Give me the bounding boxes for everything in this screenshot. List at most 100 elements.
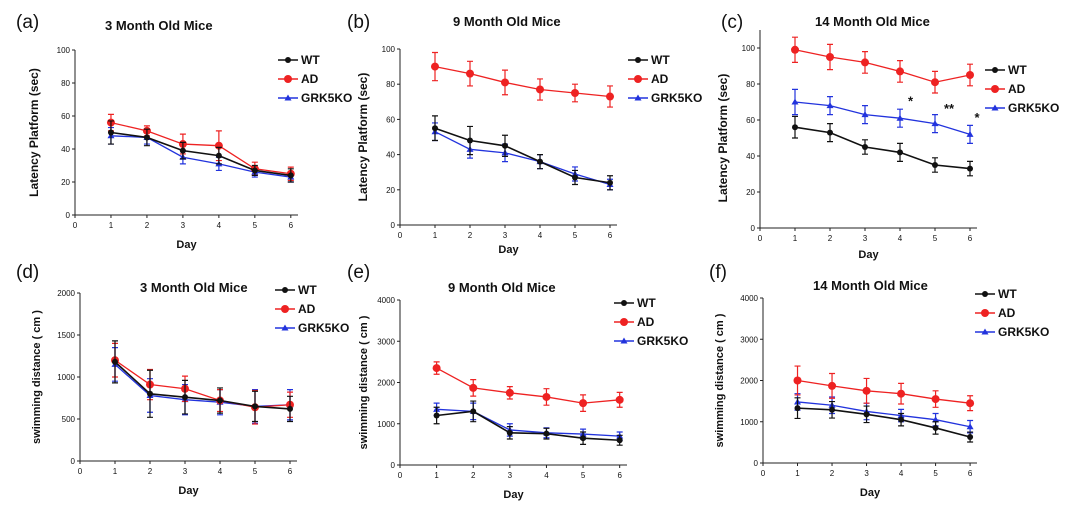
x-tick-label: 2	[468, 231, 473, 240]
legend-label: WT	[998, 286, 1017, 301]
series-ad	[431, 51, 614, 108]
legend-item-grk5ko: GRK5KO	[278, 88, 352, 107]
legend-swatch	[614, 337, 634, 343]
legend-label: WT	[651, 52, 670, 67]
series-wt	[794, 397, 974, 443]
y-tick-label: 4000	[740, 294, 758, 303]
x-tick-label: 4	[899, 469, 904, 478]
chart-title: 3 Month Old Mice	[105, 18, 213, 33]
x-tick-label: 4	[898, 234, 903, 243]
panel-label: (f)	[709, 262, 727, 283]
x-tick-label: 3	[863, 234, 868, 243]
data-point	[863, 411, 870, 418]
data-point	[828, 381, 837, 390]
legend-label: AD	[998, 305, 1016, 320]
legend-item-wt: WT	[614, 293, 688, 312]
legend-marker	[281, 304, 289, 313]
data-point	[182, 394, 188, 401]
legend-swatch	[975, 328, 995, 334]
x-tick-label: 0	[398, 231, 403, 240]
legend-label: WT	[1008, 62, 1027, 77]
data-point	[580, 435, 587, 442]
chart-title: 14 Month Old Mice	[813, 278, 928, 293]
x-tick-label: 5	[933, 234, 938, 243]
series-line-grk5ko	[797, 401, 971, 428]
chart-panel-f: (f) 14 Month Old Mice 0 1000 2000 3000 4000 0 1 2…	[709, 258, 1080, 520]
legend-item-wt: WT	[275, 280, 349, 299]
legend-label: AD	[637, 314, 655, 329]
x-tick-label: 5	[581, 471, 586, 480]
y-tick-label: 80	[746, 80, 755, 89]
y-axis-label: swimming distance ( cm )	[358, 315, 370, 449]
panel-label: (c)	[721, 12, 744, 33]
legend-marker	[634, 94, 642, 100]
data-point	[287, 172, 294, 179]
legend-swatch	[275, 304, 295, 313]
legend-marker	[284, 94, 292, 100]
legend-label: GRK5KO	[651, 90, 703, 105]
legend: WT AD GRK5KO	[628, 50, 702, 107]
x-tick-label: 6	[968, 234, 973, 243]
data-point	[432, 364, 441, 373]
data-point	[501, 78, 509, 87]
y-tick-label: 60	[746, 116, 755, 125]
x-axis-label: Day	[858, 249, 879, 261]
y-tick-label: 500	[62, 415, 76, 424]
series-wt	[792, 115, 973, 177]
x-tick-label: 6	[289, 221, 294, 230]
data-point	[572, 174, 578, 181]
legend-marker	[284, 74, 292, 83]
x-tick-label: 4	[538, 231, 543, 240]
data-point	[607, 179, 613, 186]
legend-marker	[620, 337, 628, 343]
x-tick-label: 1	[433, 231, 438, 240]
legend-item-grk5ko: GRK5KO	[985, 98, 1059, 117]
legend-marker	[285, 56, 291, 63]
legend-swatch	[614, 299, 634, 306]
y-tick-label: 3000	[377, 337, 395, 346]
significance-annotation: **	[944, 101, 955, 116]
legend-marker	[621, 299, 627, 306]
data-point	[432, 125, 438, 132]
y-tick-label: 2000	[377, 379, 395, 388]
chart-panel-a: (a) 3 Month Old Mice 0 20 40 60 80 100 0 1 2 3 4 5 6 La…	[0, 0, 360, 260]
chart-svg: 0 20 40 60 80 100 0 1 2 3 4 5 6 Latency Platform (sec…	[356, 45, 617, 256]
series-line-wt	[114, 361, 291, 410]
chart-svg: 0 500 1000 1500 2000 0 1 2 3 4 5 6 swimming distance…	[31, 289, 297, 497]
x-tick-label: 3	[503, 231, 508, 240]
data-point	[966, 423, 974, 430]
x-tick-label: 2	[830, 469, 835, 478]
y-tick-label: 20	[386, 186, 395, 195]
data-point	[897, 149, 903, 156]
legend-swatch	[278, 94, 298, 100]
legend-item-wt: WT	[985, 60, 1059, 79]
y-tick-label: 20	[746, 188, 755, 197]
x-axis-label: Day	[178, 485, 199, 497]
legend-item-grk5ko: GRK5KO	[975, 322, 1049, 341]
legend-marker	[281, 324, 289, 330]
x-tick-label: 6	[968, 469, 973, 478]
data-point	[898, 416, 905, 423]
legend-label: GRK5KO	[1008, 100, 1060, 115]
series-grk5ko	[111, 347, 294, 424]
x-tick-label: 3	[864, 469, 869, 478]
series-wt	[432, 115, 613, 191]
chart-title: 9 Month Old Mice	[453, 14, 561, 29]
data-point	[791, 45, 799, 54]
legend-item-grk5ko: GRK5KO	[614, 331, 688, 350]
legend-marker	[634, 74, 642, 83]
data-point	[143, 134, 150, 141]
legend-label: WT	[637, 295, 656, 310]
legend-item-ad: AD	[628, 69, 702, 88]
legend-item-ad: AD	[278, 69, 352, 88]
data-point	[571, 89, 579, 97]
x-tick-label: 0	[758, 234, 763, 243]
legend-item-wt: WT	[278, 50, 352, 69]
series-line-wt	[794, 126, 971, 170]
y-tick-label: 0	[391, 221, 396, 230]
data-point	[792, 124, 798, 131]
y-tick-label: 80	[61, 79, 70, 88]
data-point	[862, 386, 871, 395]
x-tick-label: 2	[145, 221, 150, 230]
x-axis-label: Day	[503, 489, 524, 501]
